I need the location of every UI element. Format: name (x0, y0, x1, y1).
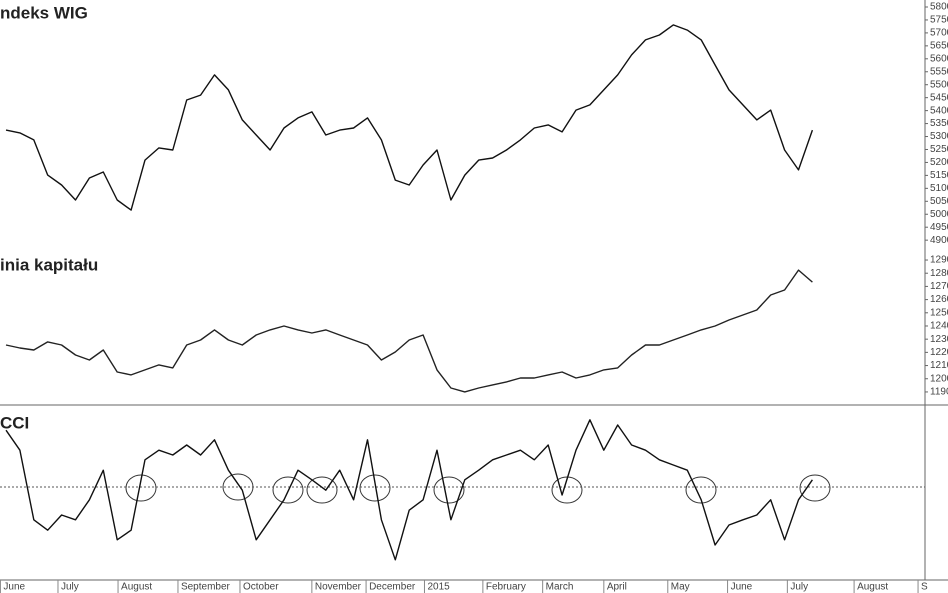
y-tick-label: 52000 (930, 157, 948, 168)
y-tick-label: 57500 (930, 15, 948, 26)
y-tick-label: 127000 (930, 281, 948, 292)
x-tick-label: February (486, 582, 526, 593)
series-line (5, 419, 813, 561)
y-tick-label: 52500 (930, 144, 948, 155)
x-tick-label: June (731, 582, 753, 593)
x-tick-label: S (921, 582, 928, 593)
y-tick-label: 49000 (930, 235, 948, 246)
x-tick-label: July (61, 582, 79, 593)
x-tick-label: September (181, 582, 231, 593)
circle (799, 474, 831, 502)
circle (125, 474, 157, 502)
x-tick-label: April (607, 582, 627, 593)
annotation-circles (125, 473, 831, 504)
y-tick-label: 128000 (930, 268, 948, 279)
x-tick-label: August (857, 582, 888, 593)
x-tick-label: May (671, 582, 690, 593)
x-tick-label: October (243, 582, 279, 593)
y-tick-label: 58000 (930, 2, 948, 13)
y-tick-label: 122000 (930, 347, 948, 358)
y-tick-label: 55000 (930, 79, 948, 90)
x-tick-label: December (369, 582, 416, 593)
circle (433, 476, 465, 504)
y-tick-label: 126000 (930, 294, 948, 305)
series-line (5, 269, 813, 393)
y-tick-label: 119000 (930, 387, 948, 398)
panel-title: CCI (0, 413, 29, 432)
y-tick-label: 51500 (930, 170, 948, 181)
y-tick-label: 53000 (930, 131, 948, 142)
y-tick-label: 54000 (930, 105, 948, 116)
y-tick-label: 54500 (930, 92, 948, 103)
x-tick-label: August (121, 582, 152, 593)
y-tick-label: 57000 (930, 28, 948, 39)
y-tick-label: 121000 (930, 360, 948, 371)
x-tick-label: 2015 (427, 582, 450, 593)
y-tick-label: 56500 (930, 40, 948, 51)
series-line (5, 24, 814, 211)
panel-title: inia kapitału (0, 255, 98, 274)
y-tick-label: 53500 (930, 118, 948, 129)
y-tick-label: 49500 (930, 222, 948, 233)
circle (272, 476, 304, 504)
circle (685, 476, 717, 504)
y-tick-label: 50500 (930, 196, 948, 207)
y-tick-label: 125000 (930, 307, 948, 318)
y-tick-label: 55500 (930, 66, 948, 77)
y-tick-label: 124000 (930, 321, 948, 332)
panel-title: ndeks WIG (0, 3, 88, 22)
x-tick-label: March (546, 582, 574, 593)
circle (306, 476, 338, 504)
y-tick-label: 123000 (930, 334, 948, 345)
x-tick-label: June (3, 582, 25, 593)
y-tick-label: 56000 (930, 53, 948, 64)
y-tick-label: 129000 (930, 255, 948, 266)
x-tick-label: November (315, 582, 362, 593)
x-tick-label: July (790, 582, 808, 593)
circle (359, 474, 391, 502)
y-tick-label: 120000 (930, 373, 948, 384)
y-tick-label: 51000 (930, 183, 948, 194)
y-tick-label: 50000 (930, 209, 948, 220)
